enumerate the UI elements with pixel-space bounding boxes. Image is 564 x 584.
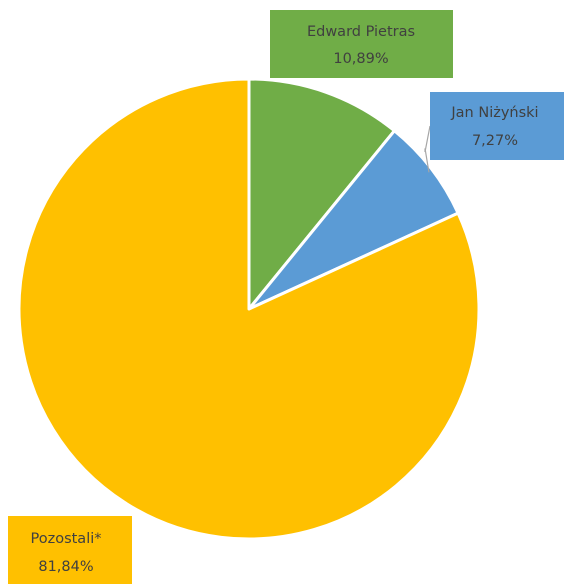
data-label-jan-nizynski-bg bbox=[430, 92, 564, 160]
data-label-jan-nizynski-value: 7,27% bbox=[472, 133, 518, 149]
data-label-edward-pietras: Edward Pietras 10,89% bbox=[270, 10, 453, 78]
data-label-edward-pietras-bg bbox=[270, 10, 453, 78]
pie-slice-0 bbox=[247, 77, 396, 311]
data-label-pozostali-value: 81,84% bbox=[38, 559, 93, 575]
leader-line-jan-nizynski bbox=[424, 125, 431, 173]
data-label-edward-pietras-value: 10,89% bbox=[333, 51, 388, 67]
data-label-pozostali-name: Pozostali* bbox=[30, 531, 101, 547]
data-label-jan-nizynski: Jan Niżyński 7,27% bbox=[430, 92, 564, 160]
data-label-pozostali-bg bbox=[8, 516, 132, 584]
data-label-pozostali: Pozostali* 81,84% bbox=[8, 516, 132, 584]
pie-slice-1 bbox=[247, 129, 460, 311]
data-label-jan-nizynski-name: Jan Niżyński bbox=[450, 105, 538, 121]
leader-lines bbox=[424, 125, 431, 173]
pie-slice-2 bbox=[17, 77, 481, 541]
pie-slices bbox=[17, 77, 481, 541]
data-label-edward-pietras-name: Edward Pietras bbox=[307, 24, 415, 40]
